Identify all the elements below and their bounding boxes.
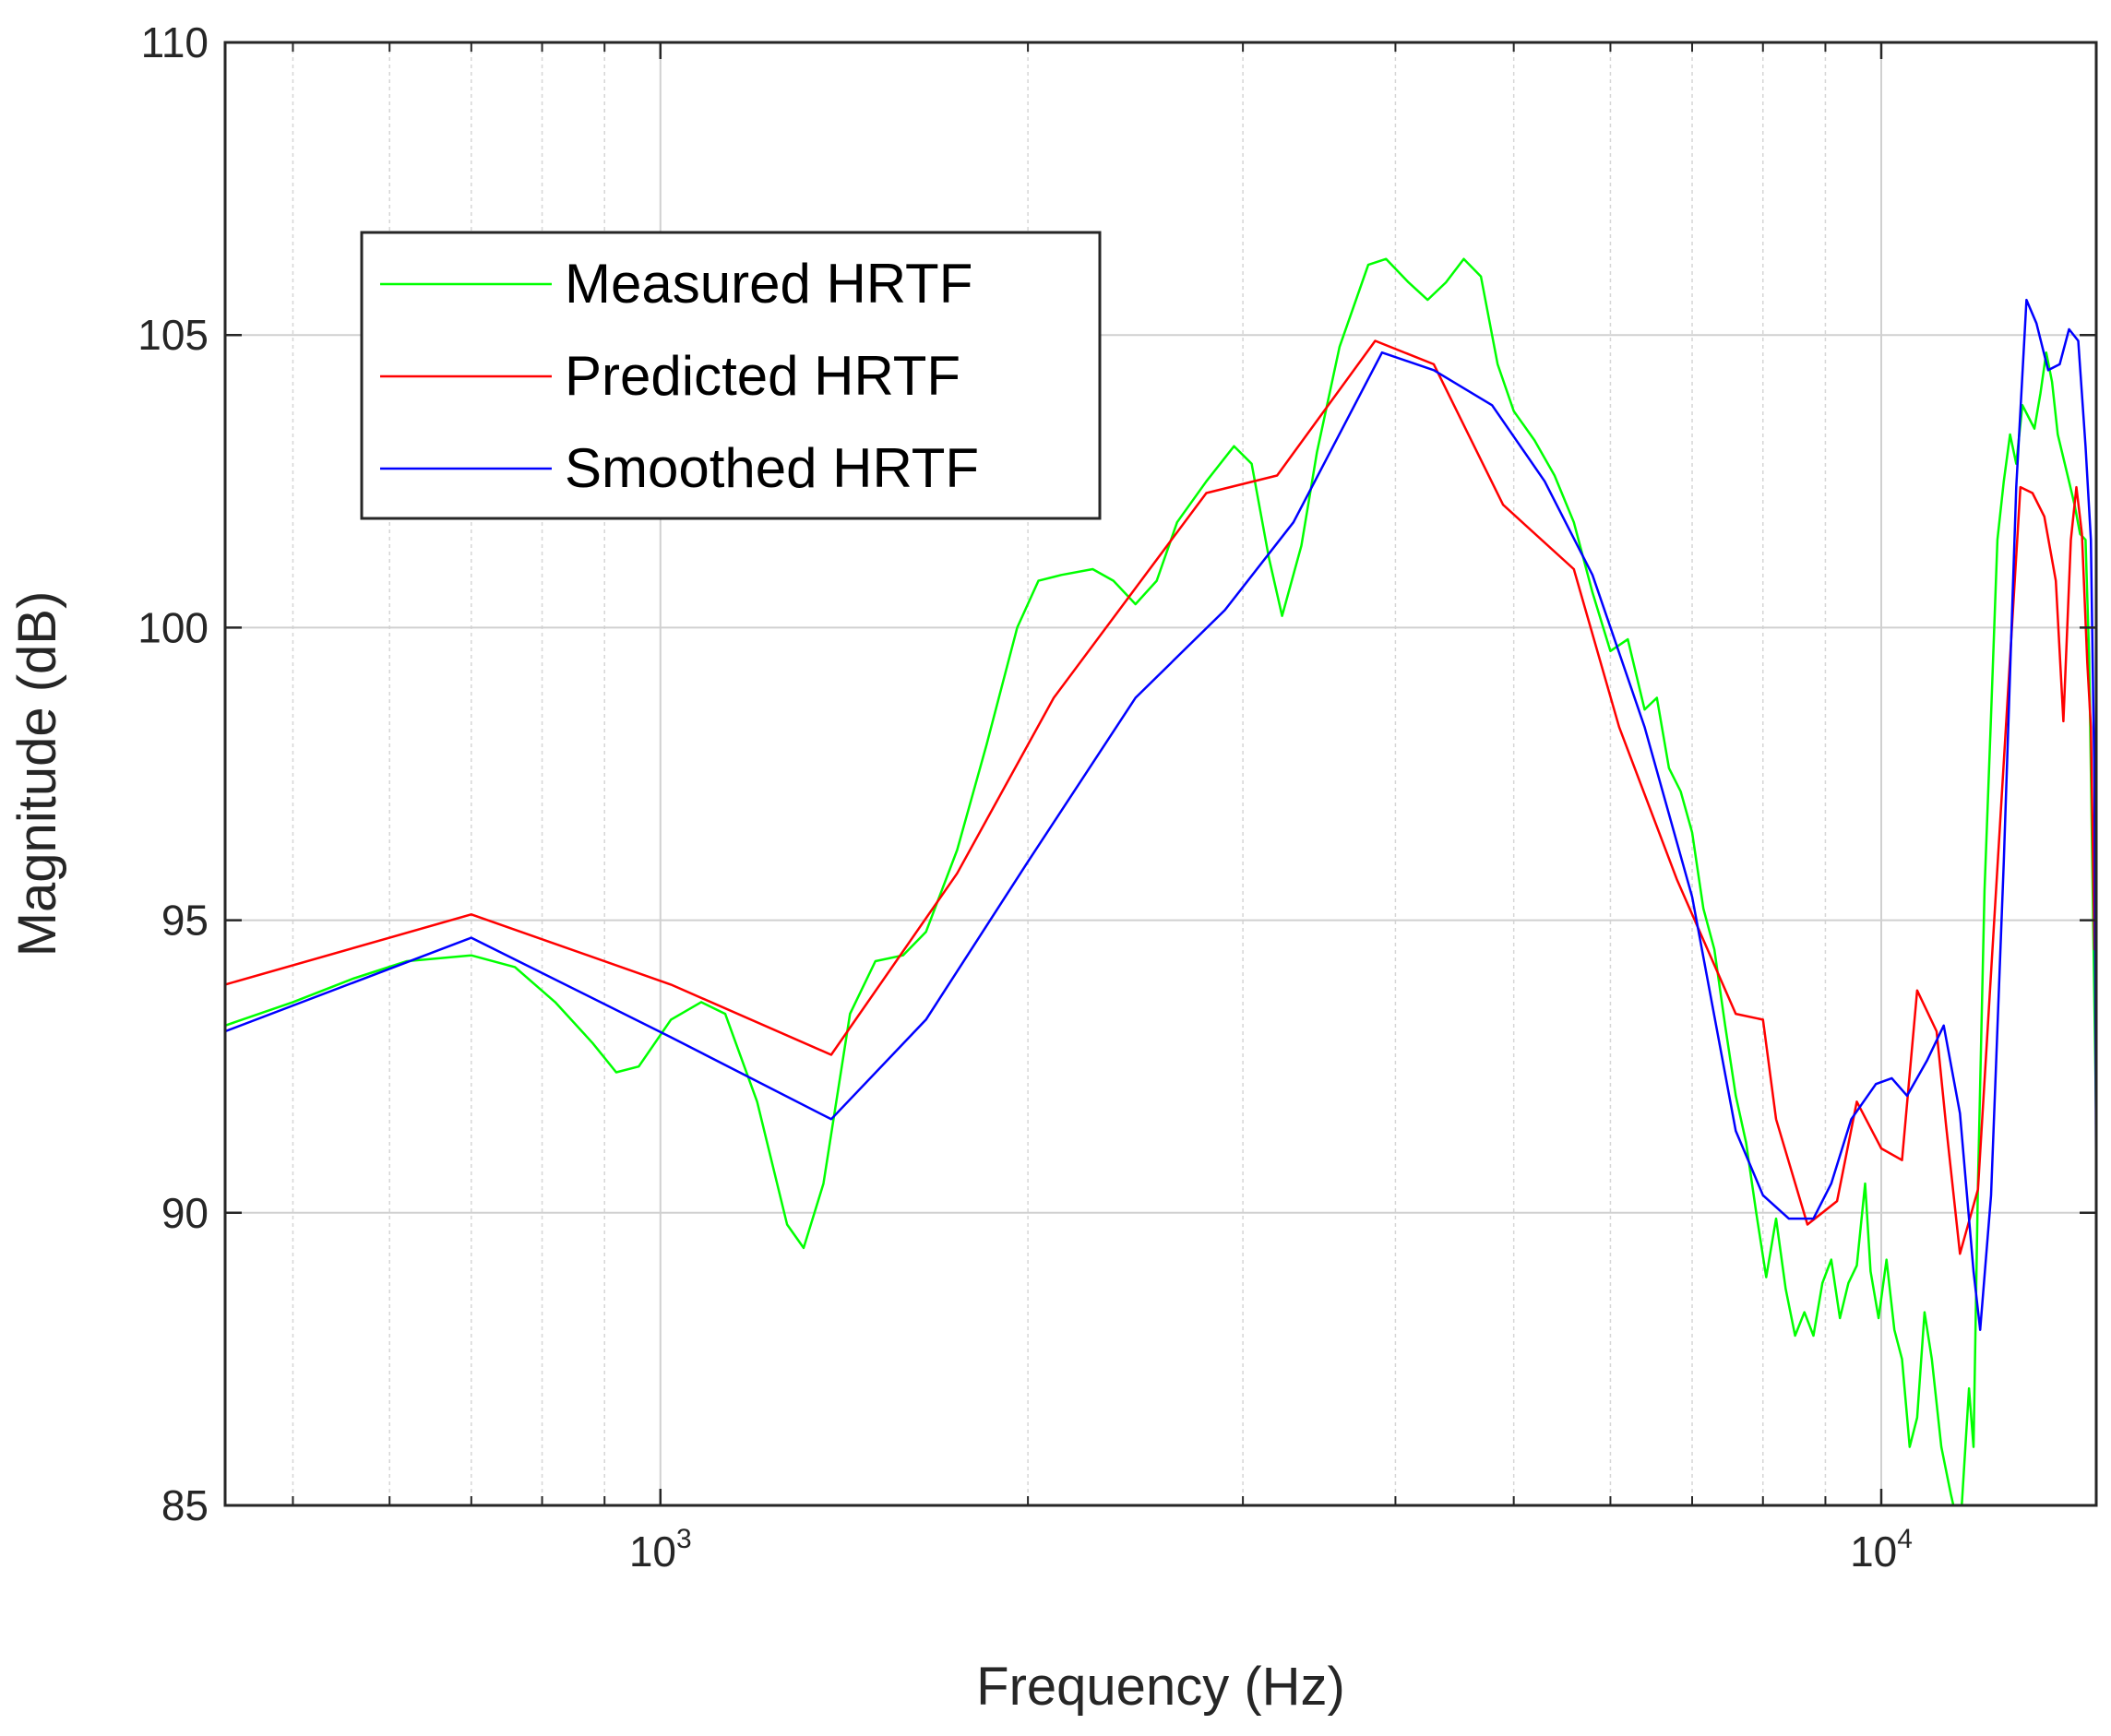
y-tick-label: 110 [141,18,209,66]
measured-hrtf-line [225,257,2096,1505]
legend-label-measured: Measured HRTF [565,253,972,315]
legend[interactable]: Measured HRTF Predicted HRTF Smoothed HR… [360,231,1102,520]
ticks [225,41,2096,1507]
y-tick-label: 105 [137,311,209,359]
y-tick-label: 85 [161,1481,209,1529]
smoothed-hrtf-line [225,298,2096,1331]
legend-label-predicted: Predicted HRTF [565,345,960,407]
x-tick-label: 104 [1850,1524,1913,1575]
y-tick-label: 100 [137,603,209,651]
legend-label-smoothed: Smoothed HRTF [565,437,979,499]
x-tick-label: 103 [629,1524,692,1575]
y-axis-title: Magnitude (dB) [7,591,67,957]
axes-box [223,41,2098,1507]
tick-labels: 85 90 95 100 105 110 103 104 [137,18,1913,1575]
y-tick-label: 95 [161,897,209,945]
predicted-hrtf-line [225,339,2096,1255]
series-layer [225,257,2096,1505]
y-tick-label: 90 [161,1189,209,1237]
x-axis-title: Frequency (Hz) [976,1657,1345,1717]
